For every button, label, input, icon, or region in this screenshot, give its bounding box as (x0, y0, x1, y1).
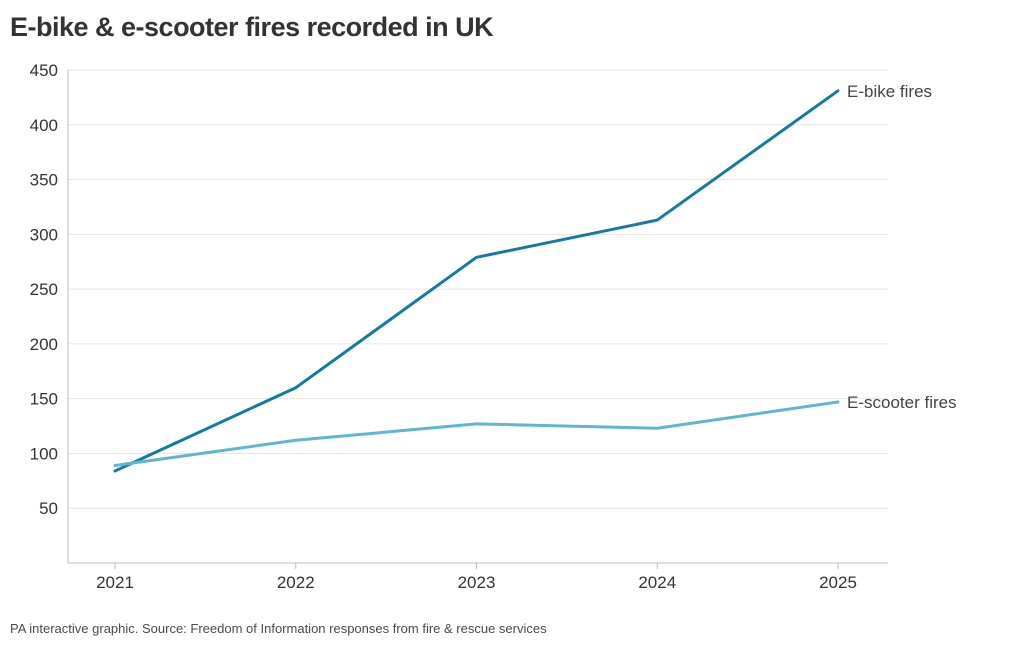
series-line-escooter (113, 400, 840, 467)
series-lines (113, 89, 840, 473)
x-tick-label: 2023 (458, 573, 496, 592)
y-tick-label: 100 (30, 444, 58, 463)
x-tick-label: 2024 (638, 573, 676, 592)
y-tick-label: 400 (30, 116, 58, 135)
y-tick-label: 300 (30, 225, 58, 244)
y-tick-label: 250 (30, 280, 58, 299)
x-tick-label: 2025 (819, 573, 857, 592)
x-tick-label: 2021 (96, 573, 134, 592)
y-tick-label: 450 (30, 61, 58, 80)
series-labels: E-bike fires E-scooter fires (847, 82, 957, 412)
y-tick-label: 150 (30, 390, 58, 409)
series-label: E-bike fires (847, 82, 932, 101)
series-line-ebike (113, 89, 840, 473)
y-tick-label: 200 (30, 335, 58, 354)
axes: 50 100 150 200 250 300 350 400 450 2021 2022 2023 20… (30, 61, 888, 592)
source-footer: PA interactive graphic. Source: Freedom … (10, 621, 547, 636)
series-label: E-scooter fires (847, 393, 957, 412)
x-tick-label: 2022 (277, 573, 315, 592)
chart-title: E-bike & e-scooter fires recorded in UK (10, 12, 494, 42)
grid-lines (68, 69, 888, 509)
y-tick-label: 50 (39, 499, 58, 518)
y-tick-label: 350 (30, 171, 58, 190)
